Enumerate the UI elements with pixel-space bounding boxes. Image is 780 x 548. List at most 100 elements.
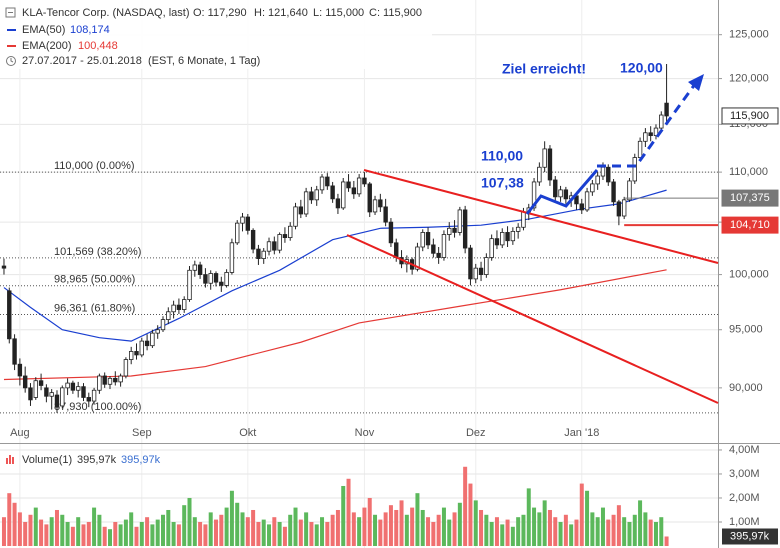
volume-bar [192, 517, 197, 546]
candle-body [473, 267, 478, 280]
candle-body [128, 351, 134, 360]
candle-body [346, 181, 351, 189]
volume-bar [70, 526, 75, 546]
candle-body [192, 264, 198, 271]
candle-body [457, 209, 463, 233]
volume-bar [367, 497, 372, 546]
candle-body [462, 209, 468, 249]
candle-body [637, 140, 643, 158]
candle-body [235, 222, 240, 244]
icon [6, 458, 8, 464]
volume-bar [60, 514, 65, 546]
candle-body [250, 229, 256, 250]
price-marker-label: 115,900 [730, 110, 769, 122]
arrow-head [688, 74, 704, 91]
candle-body [362, 177, 367, 185]
volume-bar [214, 519, 219, 546]
volume-bar [97, 514, 102, 546]
period: 27.07.2017 - 25.01.2018 [22, 55, 142, 67]
trendline [346, 234, 719, 404]
candle-body [107, 377, 113, 385]
volume-bar [320, 517, 325, 546]
volume-bar [452, 512, 457, 546]
y-tick-label: 125,000 [729, 29, 769, 41]
candle-body [494, 238, 500, 246]
candle-body [224, 272, 229, 286]
quote: H: 121,640 [254, 7, 308, 19]
volume-bar [272, 517, 277, 546]
candle-body [388, 221, 394, 244]
candle-body [219, 281, 224, 286]
annotation: Ziel erreicht! [502, 61, 586, 77]
candle-body [372, 199, 378, 213]
candle-body [505, 232, 510, 242]
volume-bar [293, 507, 298, 546]
volume-bar [107, 529, 112, 546]
candle-body [341, 181, 346, 209]
candle-body [356, 177, 362, 195]
candle-body [123, 359, 129, 377]
volume-bar [288, 514, 293, 546]
candle-body [266, 241, 272, 252]
volume-bar [139, 521, 144, 546]
candle-body [521, 211, 526, 228]
fib-label: 98,965 (50.00%) [54, 274, 135, 286]
volume-bar [479, 509, 484, 546]
volume-marker-label: 395,97k [730, 530, 770, 542]
volume-bar [659, 517, 664, 546]
x-tick-label: Aug [10, 427, 30, 439]
volume-bar [468, 483, 473, 546]
volume-bar [394, 509, 399, 546]
volume-bar [240, 512, 245, 546]
volume-bar [123, 519, 128, 546]
title: KLA-Tencor Corp. (NASDAQ, last) [22, 7, 190, 19]
candle-body [1, 265, 7, 269]
volume-bar [563, 514, 568, 546]
candle-body [648, 132, 653, 137]
volume-bar [431, 521, 436, 546]
candle-body [394, 242, 399, 258]
candle-body [288, 225, 293, 239]
volume-bar [282, 526, 287, 546]
candle-body [309, 191, 314, 201]
volume-bar [638, 500, 643, 546]
volume-bar [653, 521, 658, 546]
y-tick-label: 110,000 [729, 166, 768, 178]
volume-bar [611, 514, 616, 546]
candle-body [436, 252, 441, 258]
x-tick-label: Okt [239, 427, 256, 439]
legend-value: 395,97k [121, 454, 161, 466]
candle-body [468, 247, 473, 280]
candle-body [229, 242, 235, 273]
volume-bar [574, 519, 579, 546]
volume-bar [229, 490, 234, 546]
legend-value: 108,174 [70, 24, 110, 36]
volume-bar [166, 509, 171, 546]
volume-bar [521, 514, 526, 546]
y-tick-label: 120,000 [729, 72, 769, 84]
volume-bar [267, 524, 272, 546]
fib-label: 96,361 (61.80%) [54, 302, 135, 314]
candle-body [420, 232, 425, 248]
candle-body [91, 389, 97, 402]
candle-body [144, 340, 150, 347]
y-tick-label: 95,000 [729, 324, 763, 336]
candle-body [171, 304, 176, 313]
volume-bar [39, 519, 44, 546]
volume-bar [494, 517, 499, 546]
icon [5, 7, 16, 18]
volume-bar [420, 509, 425, 546]
candle-body [547, 148, 553, 181]
volume-bar [277, 521, 282, 546]
volume-bar [335, 509, 340, 546]
volume-bar [558, 521, 563, 546]
annotation: 107,38 [481, 175, 524, 191]
icon [12, 457, 14, 464]
icon [10, 58, 14, 63]
candle-body [150, 332, 155, 347]
price-marker-label: 104,710 [730, 219, 770, 231]
x-tick-label: Jan '18 [564, 427, 599, 439]
volume-bar [632, 514, 637, 546]
volume-bar [304, 512, 309, 546]
